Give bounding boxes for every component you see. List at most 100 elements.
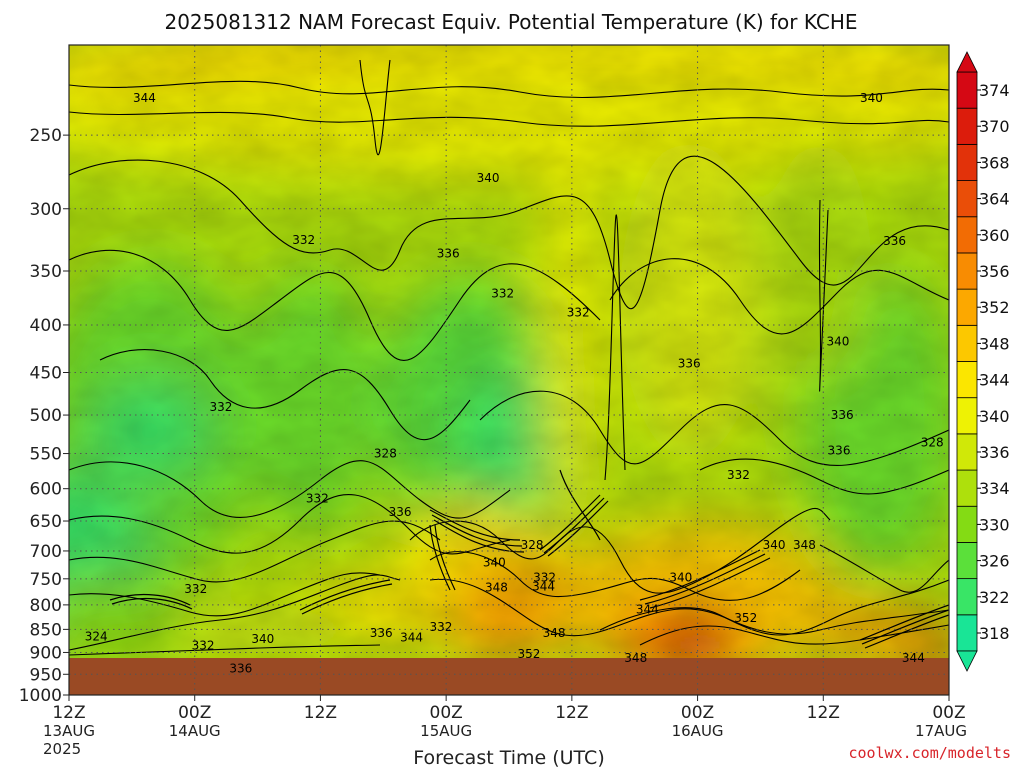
colorbar-bin — [956, 469, 978, 507]
chart-title: 2025081312 NAM Forecast Equiv. Potential… — [164, 10, 857, 34]
contour-label: 340 — [483, 555, 506, 569]
colorbar-bin — [956, 542, 978, 580]
contour-label: 348 — [624, 651, 647, 665]
y-tick-label: 850 — [30, 620, 62, 640]
contour-label: 328 — [921, 435, 944, 449]
colorbar-bin — [956, 433, 978, 471]
contour-label: 344 — [636, 602, 659, 616]
colorbar-label: 336 — [979, 443, 1010, 462]
colorbar-label: 348 — [979, 334, 1010, 353]
contour-label: 344 — [532, 579, 555, 593]
grid-lines — [69, 45, 949, 695]
contour-label: 348 — [485, 580, 508, 594]
contour-label: 332 — [567, 306, 590, 320]
contour-labels: 344 340 340 336 336 332 332 332 340 336 332 336 328 3… — [85, 91, 944, 676]
colorbar-label: 364 — [979, 190, 1010, 209]
colorbar-bin — [956, 397, 978, 435]
colorbar-max-arrow — [956, 51, 978, 73]
y-tick-label: 350 — [30, 262, 62, 282]
watermark: coolwx.com/modelts — [848, 744, 1011, 762]
contour-label: 328 — [374, 447, 397, 461]
plot-frame — [68, 44, 950, 696]
y-tick-label: 650 — [30, 512, 62, 532]
contour-label: 332 — [184, 582, 207, 596]
y-tick-label: 600 — [30, 480, 62, 500]
contour-label: 340 — [860, 91, 883, 105]
contour-label: 344 — [133, 91, 156, 105]
y-tick-label: 800 — [30, 596, 62, 616]
x-tick-label: 12Z — [304, 703, 337, 723]
x-tick-year: 2025 — [43, 740, 81, 758]
colorbar-label: 352 — [979, 298, 1010, 317]
contour-label: 336 — [229, 662, 252, 676]
x-tick-date: 17AUG — [915, 722, 967, 740]
x-tick-date: 15AUG — [420, 722, 472, 740]
x-tick-label: 00Z — [430, 703, 463, 723]
contour-label: 336 — [370, 626, 393, 640]
colorbar-label: 356 — [979, 262, 1010, 281]
x-axis-label: Forecast Time (UTC) — [413, 747, 604, 768]
colorbar-bin — [956, 288, 978, 326]
contour-label: 332 — [429, 620, 452, 634]
colorbar: 318 322 326 330 334 336 340 344 348 352 356 360 364 3… — [956, 51, 1010, 672]
contour-label: 328 — [521, 538, 544, 552]
y-tick-label: 900 — [30, 643, 62, 663]
colorbar-label: 334 — [979, 479, 1010, 498]
x-tick-date: 13AUG — [43, 722, 95, 740]
colorbar-label: 340 — [979, 407, 1010, 426]
contour-label: 344 — [400, 630, 423, 644]
contour-label: 336 — [831, 408, 854, 422]
y-tick-label: 750 — [30, 570, 62, 590]
contour-label: 336 — [883, 234, 906, 248]
colorbar-label: 370 — [979, 117, 1010, 136]
contour-label: 332 — [491, 286, 514, 300]
colorbar-label: 368 — [979, 153, 1010, 172]
x-tick-label: 12Z — [807, 703, 840, 723]
colorbar-bin — [956, 324, 978, 362]
contour-label: 340 — [826, 335, 849, 349]
colorbar-label: 318 — [979, 624, 1010, 643]
y-tick-label: 1000 — [19, 686, 62, 706]
y-tick-label: 500 — [30, 406, 62, 426]
y-tick-label: 450 — [30, 364, 62, 384]
colorbar-bin — [956, 107, 978, 145]
contour-label: 340 — [669, 571, 692, 585]
colorbar-label: 374 — [979, 81, 1010, 100]
contour-lines — [69, 59, 949, 656]
contour-label: 336 — [678, 356, 701, 370]
colorbar-label: 326 — [979, 552, 1010, 571]
x-tick-label: 00Z — [932, 703, 965, 723]
contour-label: 332 — [192, 639, 215, 653]
contour-label: 332 — [292, 233, 315, 247]
contour-label: 336 — [828, 444, 851, 458]
contour-label: 344 — [902, 651, 925, 665]
colorbar-bin — [956, 505, 978, 543]
contour-label: 336 — [389, 505, 412, 519]
contour-label: 336 — [437, 246, 460, 260]
frontal-contours — [109, 469, 949, 649]
y-tick-label: 300 — [30, 200, 62, 220]
contour-label: 332 — [533, 571, 556, 585]
colorbar-bin — [956, 252, 978, 290]
y-tick-label: 400 — [30, 316, 62, 336]
colorbar-bin — [956, 614, 978, 652]
colorbar-label: 360 — [979, 226, 1010, 245]
contour-label: 332 — [209, 400, 232, 414]
plot-area: 344 340 340 336 336 332 332 332 340 336 332 336 328 3… — [69, 45, 949, 695]
y-tick-label: 550 — [30, 445, 62, 465]
colorbar-bin — [956, 216, 978, 254]
below-ground-fill — [69, 658, 949, 695]
contour-label: 348 — [793, 538, 816, 552]
contour-label: 340 — [477, 171, 500, 185]
x-tick-label: 00Z — [178, 703, 211, 723]
contour-label: 332 — [727, 468, 750, 482]
contour-label: 352 — [517, 647, 540, 661]
contour-label: 332 — [306, 492, 329, 506]
x-tick-label: 12Z — [555, 703, 588, 723]
colorbar-bin — [956, 361, 978, 399]
x-tick-label: 00Z — [681, 703, 714, 723]
x-tick-date: 16AUG — [672, 722, 724, 740]
contour-label: 340 — [251, 632, 274, 646]
contour-label: 340 — [763, 538, 786, 552]
